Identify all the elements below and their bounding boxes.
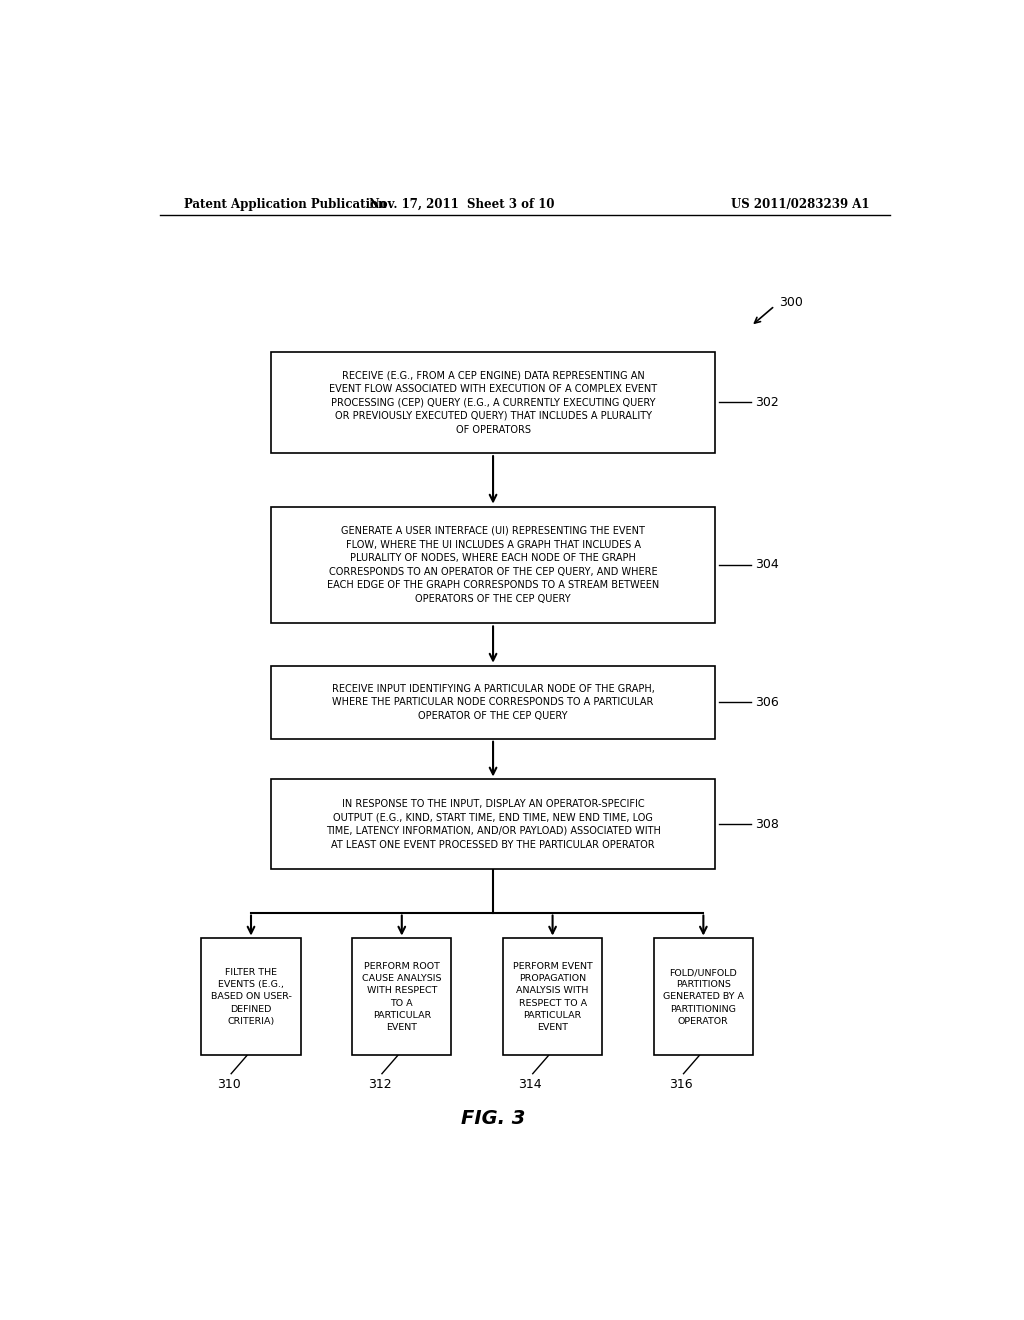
Text: PERFORM ROOT
CAUSE ANALYSIS
WITH RESPECT
TO A
PARTICULAR
EVENT: PERFORM ROOT CAUSE ANALYSIS WITH RESPECT… — [362, 962, 441, 1032]
Text: GENERATE A USER INTERFACE (UI) REPRESENTING THE EVENT
FLOW, WHERE THE UI INCLUDE: GENERATE A USER INTERFACE (UI) REPRESENT… — [327, 525, 659, 605]
Text: FIG. 3: FIG. 3 — [461, 1109, 525, 1129]
Text: 312: 312 — [368, 1077, 391, 1090]
Text: 306: 306 — [755, 696, 778, 709]
FancyBboxPatch shape — [270, 351, 715, 453]
Text: 316: 316 — [670, 1077, 693, 1090]
Text: RECEIVE (E.G., FROM A CEP ENGINE) DATA REPRESENTING AN
EVENT FLOW ASSOCIATED WIT: RECEIVE (E.G., FROM A CEP ENGINE) DATA R… — [329, 370, 657, 434]
FancyBboxPatch shape — [270, 779, 715, 869]
Text: 300: 300 — [778, 296, 803, 309]
Text: 302: 302 — [755, 396, 778, 409]
Text: Nov. 17, 2011  Sheet 3 of 10: Nov. 17, 2011 Sheet 3 of 10 — [369, 198, 554, 211]
Text: 314: 314 — [518, 1077, 542, 1090]
Text: 308: 308 — [755, 817, 779, 830]
Text: 310: 310 — [217, 1077, 241, 1090]
FancyBboxPatch shape — [202, 939, 301, 1056]
Text: FILTER THE
EVENTS (E.G.,
BASED ON USER-
DEFINED
CRITERIA): FILTER THE EVENTS (E.G., BASED ON USER- … — [211, 968, 292, 1026]
Text: PERFORM EVENT
PROPAGATION
ANALYSIS WITH
RESPECT TO A
PARTICULAR
EVENT: PERFORM EVENT PROPAGATION ANALYSIS WITH … — [513, 962, 593, 1032]
Text: RECEIVE INPUT IDENTIFYING A PARTICULAR NODE OF THE GRAPH,
WHERE THE PARTICULAR N: RECEIVE INPUT IDENTIFYING A PARTICULAR N… — [332, 684, 654, 721]
Text: 304: 304 — [755, 558, 778, 572]
FancyBboxPatch shape — [653, 939, 753, 1056]
Text: IN RESPONSE TO THE INPUT, DISPLAY AN OPERATOR-SPECIFIC
OUTPUT (E.G., KIND, START: IN RESPONSE TO THE INPUT, DISPLAY AN OPE… — [326, 799, 660, 850]
FancyBboxPatch shape — [270, 507, 715, 623]
FancyBboxPatch shape — [352, 939, 452, 1056]
Text: Patent Application Publication: Patent Application Publication — [183, 198, 386, 211]
FancyBboxPatch shape — [270, 665, 715, 739]
Text: US 2011/0283239 A1: US 2011/0283239 A1 — [731, 198, 869, 211]
FancyBboxPatch shape — [503, 939, 602, 1056]
Text: FOLD/UNFOLD
PARTITIONS
GENERATED BY A
PARTITIONING
OPERATOR: FOLD/UNFOLD PARTITIONS GENERATED BY A PA… — [663, 968, 743, 1026]
